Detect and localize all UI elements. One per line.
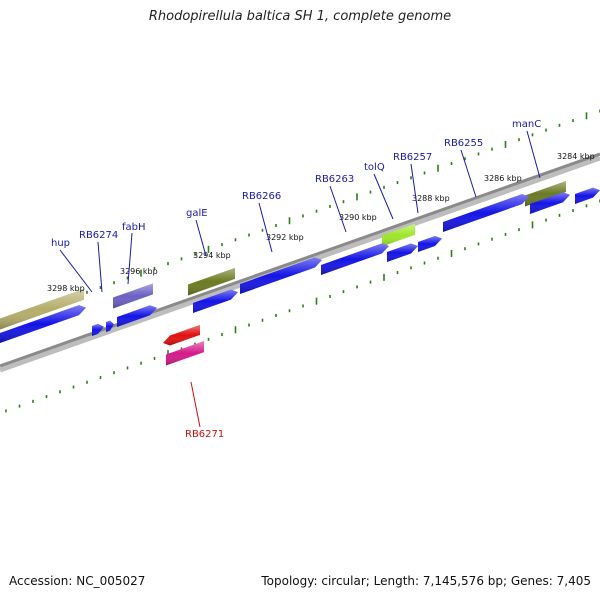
forward-gene-arrow (418, 236, 442, 252)
gene-leader-line (59, 249, 93, 293)
gene-label: manC (512, 119, 541, 130)
forward-gene-arrow (240, 257, 322, 294)
feature-shading (113, 283, 153, 309)
feature-shading (321, 243, 389, 275)
feature-shading (575, 187, 600, 204)
map-title: Rhodopirellula baltica SH 1, complete ge… (148, 9, 452, 24)
feature-shading (117, 305, 157, 327)
forward-gene-arrow (387, 243, 418, 262)
forward-gene-arrow (193, 289, 238, 313)
kbp-label-layer: 3298 kbp 3296 kbp 3294 kbp 3292 kbp 3290 kbp… (47, 152, 595, 293)
forward-gene-arrow (321, 243, 389, 275)
backbone-line (0, 152, 600, 368)
feature-shading (163, 324, 200, 346)
gene-label: fabH (122, 222, 146, 233)
gene-leader-line (195, 219, 207, 257)
kbp-label: 3286 kbp (484, 174, 522, 183)
gene-leader-line (258, 202, 273, 253)
gene-leader-line (373, 173, 394, 220)
gene-leader-line (190, 381, 201, 428)
forward-gene-arrow (575, 187, 600, 204)
feature-shading (418, 236, 442, 252)
feature-manc-box (525, 181, 566, 207)
feature-khaki-box (0, 288, 84, 330)
feature-shading (240, 257, 322, 294)
feature-layer (0, 181, 600, 366)
gene-label: RB6263 (315, 174, 354, 185)
feature-shading (525, 181, 566, 207)
gene-label: galE (186, 208, 208, 219)
feature-shading (382, 223, 415, 247)
kbp-label: 3298 kbp (47, 284, 85, 293)
forward-gene-arrow (530, 192, 570, 214)
gene-leader-line (127, 232, 133, 285)
feature-shading (387, 243, 418, 262)
gene-label: RB6274 (79, 230, 118, 241)
gene-leader-line (526, 130, 541, 179)
feature-fabh-box (113, 283, 153, 309)
kbp-label: 3296 kbp (120, 267, 158, 276)
gene-label: RB6266 (242, 191, 281, 202)
gene-label-layer: hup RB6274 fabH galE RB6266 RB6263 tolQ RB6257 R… (51, 119, 541, 440)
gene-label: RB6271 (185, 429, 224, 440)
gene-leader-line (460, 149, 477, 198)
reverse-gene-arrow (163, 324, 200, 346)
feature-shading (106, 320, 114, 332)
forward-gene-arrow (443, 194, 529, 232)
feature-shading (0, 305, 86, 343)
gene-label: tolQ (364, 162, 385, 173)
feature-shading (188, 267, 235, 296)
feature-shading (92, 323, 104, 336)
feature-shading (443, 194, 529, 232)
feature-shading (166, 341, 204, 366)
feature-gale-box (188, 267, 235, 296)
kbp-label: 3284 kbp (557, 152, 595, 161)
feature-tolq-box (382, 223, 415, 247)
backbone-layer (0, 152, 600, 373)
forward-gene-arrow (117, 305, 157, 327)
kbp-label: 3288 kbp (412, 194, 450, 203)
gene-leader-line (410, 163, 419, 214)
kbp-label: 3290 kbp (339, 213, 377, 222)
feature-shading (530, 192, 570, 214)
feature-shading (0, 288, 84, 330)
gene-leader-line (97, 241, 103, 293)
kbp-label: 3294 kbp (193, 251, 231, 260)
gene-label: hup (51, 238, 70, 249)
kbp-label: 3292 kbp (266, 233, 304, 242)
forward-gene-arrow (0, 305, 86, 343)
feature-rb6271-box (166, 341, 204, 366)
feature-shading (193, 289, 238, 313)
gene-leader-line (329, 185, 347, 233)
topology-text: Topology: circular; Length: 7,145,576 bp… (261, 574, 591, 588)
gene-label: RB6257 (393, 152, 432, 163)
gene-label: RB6255 (444, 138, 483, 149)
forward-gene-arrow (106, 320, 114, 332)
accession-text: Accession: NC_005027 (9, 574, 146, 588)
forward-gene-arrow (92, 323, 104, 336)
